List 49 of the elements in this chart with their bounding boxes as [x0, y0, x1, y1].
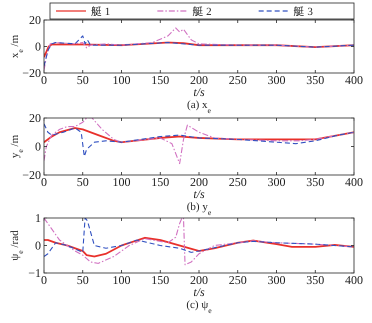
y-tick-label: 1 — [35, 211, 41, 225]
x-tick-label: 150 — [151, 73, 170, 87]
x-tick-label: 300 — [268, 73, 286, 87]
text: (c) ψ$_{e}$ — [186, 299, 212, 314]
line-series — [44, 42, 354, 58]
x-tick-label: 300 — [268, 273, 286, 287]
y-tick-label: 20 — [29, 111, 41, 125]
line-series — [44, 236, 354, 258]
x-tick-label: 350 — [306, 273, 324, 287]
x-tick-label: 400 — [345, 273, 363, 287]
text: (b) y$_{e}$ — [186, 201, 212, 216]
x-tick-label: 50 — [76, 73, 89, 87]
x-tick-label: 350 — [306, 73, 324, 87]
x-tick-label: 100 — [112, 73, 130, 87]
x-tick-label: 300 — [268, 175, 286, 189]
x-tick-label: 250 — [228, 73, 247, 87]
line-series — [44, 123, 354, 158]
y-tick-label: −20 — [22, 168, 41, 182]
x-axis-title: t/s — [193, 285, 205, 299]
x-tick-label: 200 — [190, 175, 208, 189]
line-series — [44, 35, 354, 67]
x-tick-label: 100 — [112, 175, 130, 189]
y-tick-label: −1 — [28, 266, 41, 280]
legend-label: 艇 3 — [294, 6, 314, 18]
legend-label: 艇 1 — [91, 6, 110, 18]
x-tick-label: 250 — [228, 273, 247, 287]
x-tick-label: 250 — [228, 175, 247, 189]
text: (a) x$_{e}$ — [187, 99, 212, 114]
x-tick-label: 150 — [151, 273, 170, 287]
x-tick-label: 50 — [76, 175, 89, 189]
x-tick-label: 350 — [306, 175, 324, 189]
line-series — [44, 127, 354, 144]
x-tick-label: 200 — [190, 73, 208, 87]
y-tick-label: −20 — [22, 66, 41, 80]
x-axis-title: t/s — [193, 187, 205, 201]
y-tick-label: 0 — [35, 140, 41, 154]
line-series — [44, 218, 354, 258]
x-tick-label: 400 — [345, 73, 363, 87]
y-tick-label: 20 — [29, 13, 41, 27]
x-tick-label: 400 — [345, 175, 363, 189]
x-axis-title: t/s — [193, 85, 205, 99]
x-tick-label: 50 — [76, 273, 89, 287]
x-tick-label: 200 — [190, 273, 208, 287]
legend-label: 艇 2 — [192, 6, 212, 18]
x-tick-label: 150 — [151, 175, 170, 189]
x-tick-label: 100 — [112, 273, 130, 287]
y-tick-label: 0 — [35, 40, 41, 54]
y-tick-label: 0 — [35, 238, 41, 252]
line-series — [44, 118, 354, 164]
